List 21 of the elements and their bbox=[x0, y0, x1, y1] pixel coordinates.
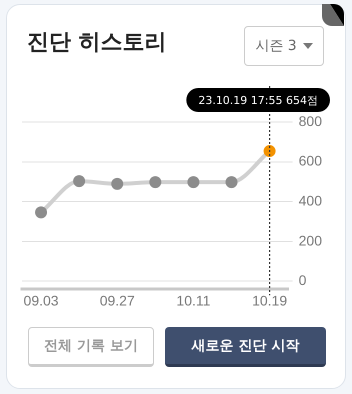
y-tick-label: 800 bbox=[298, 112, 322, 129]
x-tick-label: 10.19 bbox=[252, 292, 288, 308]
point bbox=[73, 175, 86, 188]
y-tick-label: 400 bbox=[298, 192, 322, 208]
x-tick-label: 09.03 bbox=[24, 292, 59, 308]
x-tick-label: 09.27 bbox=[100, 292, 135, 308]
y-tick-label: 0 bbox=[298, 272, 307, 288]
chart-title: 진단 히스토리 bbox=[27, 29, 167, 57]
y-tick-label: 200 bbox=[298, 232, 322, 248]
point bbox=[264, 145, 276, 158]
point bbox=[187, 176, 200, 188]
text: 전체 기록 보기 bbox=[28, 327, 154, 367]
point bbox=[111, 178, 124, 190]
chart-subtitle: 시즌 3 bbox=[255, 37, 297, 55]
text: 새로운 진단 시작 bbox=[165, 327, 326, 367]
x-tick-label: 10.11 bbox=[176, 292, 211, 308]
text: 23.10.19 17:55 654점 bbox=[198, 94, 318, 107]
point bbox=[35, 206, 48, 218]
point bbox=[226, 176, 238, 188]
point bbox=[149, 176, 162, 188]
y-tick-label: 600 bbox=[298, 152, 322, 169]
